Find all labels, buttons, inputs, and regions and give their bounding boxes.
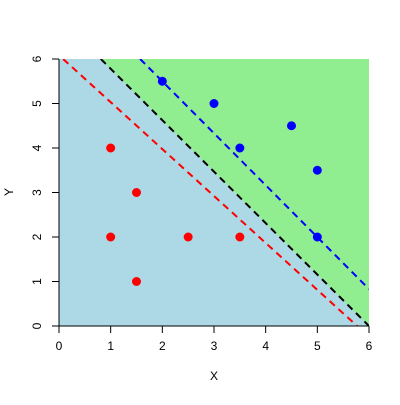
- point: [157, 76, 167, 86]
- y-tick-label: 0: [30, 322, 44, 329]
- point: [106, 232, 116, 242]
- region: [100, 59, 369, 326]
- point: [106, 143, 116, 153]
- x-tick-label: 1: [107, 339, 114, 353]
- point: [287, 121, 296, 131]
- y-axis-label: Y: [2, 188, 16, 196]
- point: [235, 232, 245, 242]
- y-tick-label: 6: [30, 55, 44, 62]
- point: [183, 232, 193, 242]
- point: [132, 188, 141, 197]
- y-tick-label: 5: [30, 100, 44, 107]
- point: [312, 232, 322, 242]
- plot-area: [59, 59, 369, 326]
- point: [312, 165, 322, 175]
- y-tick-label: 1: [30, 278, 44, 285]
- y-tick-label: 4: [30, 144, 44, 151]
- x-axis-label: X: [210, 369, 218, 383]
- point: [235, 143, 245, 153]
- point: [132, 277, 141, 286]
- y-tick-label: 3: [30, 189, 44, 196]
- x-tick-label: 3: [211, 339, 218, 353]
- y-tick-label: 2: [30, 233, 44, 240]
- x-tick-label: 5: [314, 339, 321, 353]
- x-tick-label: 2: [159, 339, 166, 353]
- x-tick-label: 0: [56, 339, 63, 353]
- boundary-line: [139, 59, 369, 290]
- x-tick-label: 4: [262, 339, 269, 353]
- boundary-line: [100, 59, 369, 326]
- x-tick-label: 6: [366, 339, 373, 353]
- boundary-line: [62, 59, 358, 326]
- point: [209, 99, 219, 108]
